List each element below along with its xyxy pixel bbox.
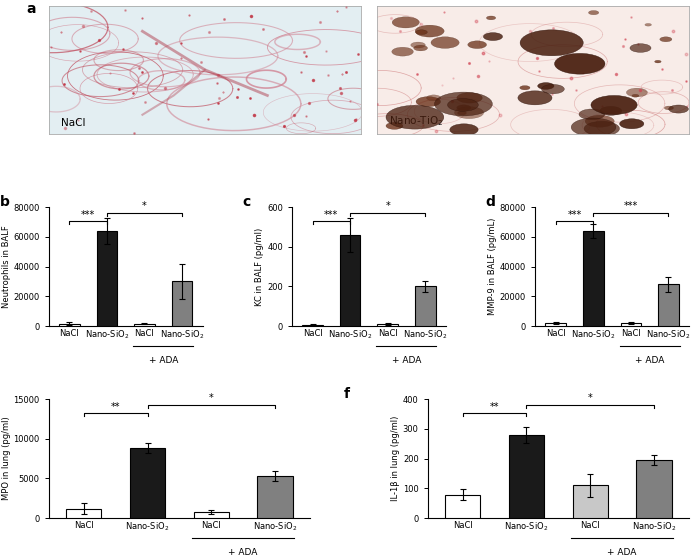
Circle shape xyxy=(450,124,478,135)
Text: **: ** xyxy=(490,402,499,412)
Bar xyxy=(97,231,117,326)
Bar xyxy=(66,509,102,518)
Circle shape xyxy=(645,23,651,26)
Circle shape xyxy=(448,99,478,111)
Bar xyxy=(172,281,192,326)
Text: *: * xyxy=(209,393,214,403)
Y-axis label: MPO in lung (pg/ml): MPO in lung (pg/ml) xyxy=(1,417,10,501)
Text: *: * xyxy=(142,202,147,211)
Circle shape xyxy=(655,60,661,63)
Text: ***: *** xyxy=(81,209,95,219)
Text: a: a xyxy=(27,2,36,16)
Circle shape xyxy=(392,47,413,56)
Circle shape xyxy=(518,91,552,105)
Text: ***: *** xyxy=(567,209,582,219)
Bar xyxy=(583,231,603,326)
Circle shape xyxy=(585,115,615,127)
Circle shape xyxy=(416,30,427,35)
Circle shape xyxy=(591,95,637,115)
Bar xyxy=(573,485,608,518)
Circle shape xyxy=(392,17,419,28)
Text: Nano-TiO$_2$: Nano-TiO$_2$ xyxy=(389,114,443,128)
Circle shape xyxy=(386,123,403,129)
Text: + ADA: + ADA xyxy=(608,548,637,556)
Bar xyxy=(59,324,80,326)
Circle shape xyxy=(411,42,425,48)
Circle shape xyxy=(484,33,503,41)
Text: **: ** xyxy=(111,402,120,412)
Circle shape xyxy=(538,82,554,89)
Text: + ADA: + ADA xyxy=(148,356,178,365)
Circle shape xyxy=(541,84,564,94)
Circle shape xyxy=(468,41,487,48)
Circle shape xyxy=(457,92,482,103)
Bar xyxy=(134,324,155,326)
Bar xyxy=(546,323,566,326)
Bar xyxy=(621,323,641,326)
Bar xyxy=(658,285,679,326)
Text: c: c xyxy=(243,196,251,209)
Circle shape xyxy=(600,106,622,115)
Text: ***: *** xyxy=(624,202,638,211)
Bar xyxy=(193,512,229,518)
Circle shape xyxy=(555,53,605,74)
Circle shape xyxy=(457,111,466,115)
Polygon shape xyxy=(377,6,689,134)
Polygon shape xyxy=(49,6,361,134)
Text: *: * xyxy=(386,202,390,211)
Bar xyxy=(340,235,361,326)
Text: NaCl: NaCl xyxy=(61,118,86,128)
Bar xyxy=(445,495,480,518)
Bar xyxy=(258,476,292,518)
Circle shape xyxy=(457,105,470,111)
Bar xyxy=(509,435,544,518)
Bar xyxy=(636,460,672,518)
Circle shape xyxy=(588,11,599,15)
Text: f: f xyxy=(344,387,350,402)
Circle shape xyxy=(431,37,459,48)
Text: b: b xyxy=(0,196,9,209)
Y-axis label: MMP-9 in BALF (pg/mL): MMP-9 in BALF (pg/mL) xyxy=(488,218,497,315)
Circle shape xyxy=(632,94,639,97)
Circle shape xyxy=(664,106,674,110)
Circle shape xyxy=(571,118,616,136)
Circle shape xyxy=(434,92,492,116)
Y-axis label: KC in BALF (pg/ml): KC in BALF (pg/ml) xyxy=(255,227,264,306)
Circle shape xyxy=(660,37,672,42)
Circle shape xyxy=(487,16,496,20)
Text: *: * xyxy=(588,393,592,403)
Bar xyxy=(377,324,398,326)
Bar xyxy=(130,448,165,518)
Y-axis label: Neutrophils in BALF: Neutrophils in BALF xyxy=(1,225,10,308)
Y-axis label: IL-1β in lung (pg/ml): IL-1β in lung (pg/ml) xyxy=(391,416,400,501)
Bar xyxy=(415,286,436,326)
Text: + ADA: + ADA xyxy=(392,356,421,365)
Circle shape xyxy=(520,30,583,56)
Circle shape xyxy=(415,25,444,37)
Text: + ADA: + ADA xyxy=(228,548,258,556)
Text: ***: *** xyxy=(324,209,338,219)
Circle shape xyxy=(626,88,647,97)
Circle shape xyxy=(454,106,484,119)
Circle shape xyxy=(413,45,427,51)
Text: d: d xyxy=(486,196,496,209)
Circle shape xyxy=(619,119,644,129)
Circle shape xyxy=(427,95,441,101)
Circle shape xyxy=(579,109,605,120)
Circle shape xyxy=(669,105,688,113)
Circle shape xyxy=(630,43,651,52)
Polygon shape xyxy=(49,6,361,134)
Circle shape xyxy=(416,96,441,107)
Circle shape xyxy=(584,121,619,136)
Circle shape xyxy=(386,105,444,129)
Bar xyxy=(302,325,323,326)
Text: + ADA: + ADA xyxy=(635,356,664,365)
Circle shape xyxy=(520,86,530,90)
